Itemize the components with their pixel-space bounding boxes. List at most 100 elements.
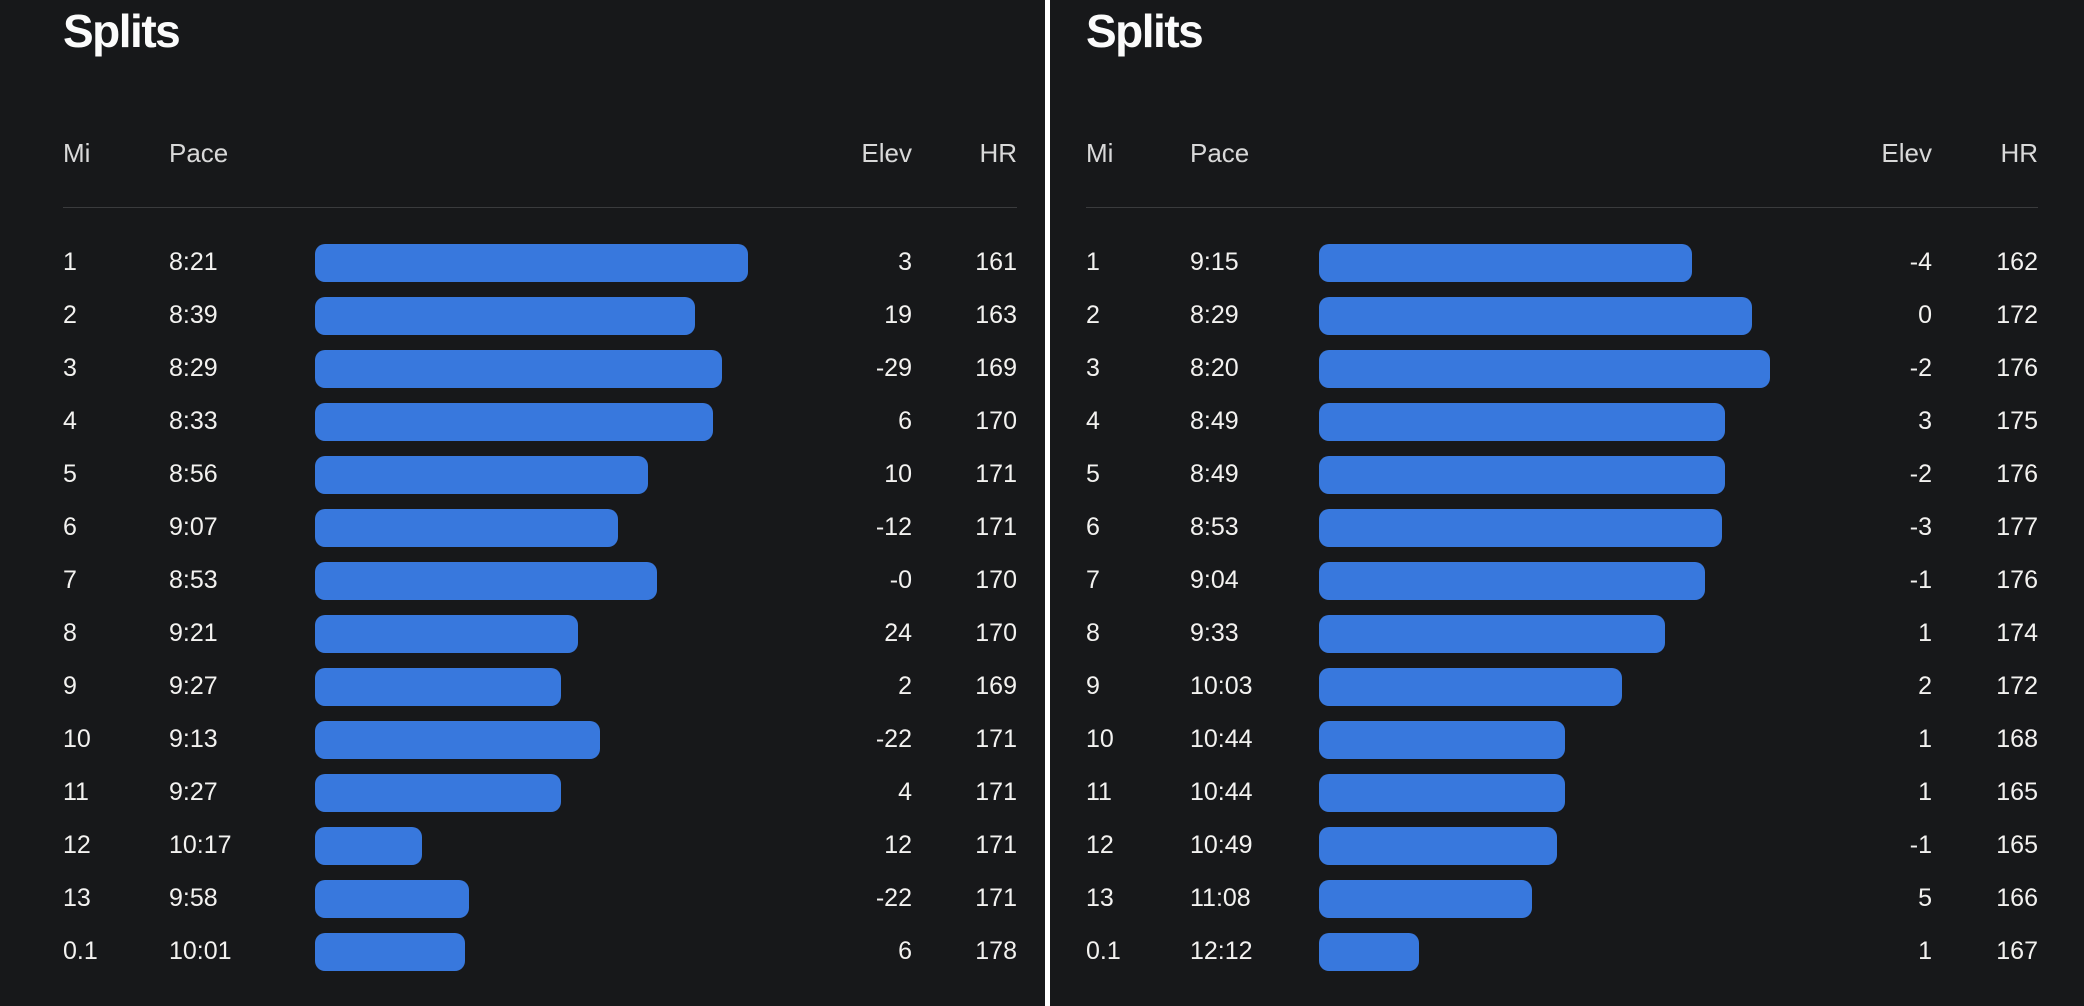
elev-value: 0 (1918, 301, 1932, 329)
elev-value: 3 (1918, 407, 1932, 435)
hr-value: 172 (1996, 301, 2038, 329)
elev-value: 10 (884, 460, 912, 488)
elev-value: 6 (898, 407, 912, 435)
hr-value: 171 (975, 884, 1017, 912)
pace-bar (315, 403, 713, 441)
split-row[interactable]: 13 11:08 5 166 (1050, 872, 2084, 925)
elev-value: 1 (1918, 937, 1932, 965)
split-row[interactable]: 2 8:29 0 172 (1050, 289, 2084, 342)
pace-bar (1319, 774, 1565, 812)
mile-value: 2 (1086, 301, 1100, 329)
pace-value: 8:29 (1190, 301, 1239, 329)
split-row[interactable]: 6 9:07 -12 171 (0, 501, 1045, 554)
column-header-mi: Mi (63, 138, 91, 168)
pace-value: 12:12 (1190, 937, 1253, 965)
split-row[interactable]: 7 8:53 -0 170 (0, 554, 1045, 607)
elev-value: 1 (1918, 778, 1932, 806)
pace-value: 9:13 (169, 725, 218, 753)
mile-value: 8 (1086, 619, 1100, 647)
pace-value: 8:53 (1190, 513, 1239, 541)
mile-value: 3 (1086, 354, 1100, 382)
elev-value: 6 (898, 937, 912, 965)
mile-value: 9 (1086, 672, 1100, 700)
pace-value: 8:21 (169, 248, 218, 276)
split-row[interactable]: 2 8:39 19 163 (0, 289, 1045, 342)
mile-value: 13 (1086, 884, 1114, 912)
split-row[interactable]: 9 9:27 2 169 (0, 660, 1045, 713)
mile-value: 10 (63, 725, 91, 753)
pace-bar (315, 827, 422, 865)
pace-bar (315, 774, 561, 812)
pace-value: 8:39 (169, 301, 218, 329)
pace-bar (315, 350, 722, 388)
split-row[interactable]: 5 8:49 -2 176 (1050, 448, 2084, 501)
hr-value: 175 (1996, 407, 2038, 435)
split-row[interactable]: 1 9:15 -4 162 (1050, 236, 2084, 289)
pace-bar (315, 721, 600, 759)
mile-value: 0.1 (1086, 937, 1121, 965)
elev-value: -2 (1909, 460, 1932, 488)
pace-value: 9:33 (1190, 619, 1239, 647)
elev-value: 1 (1918, 619, 1932, 647)
mile-value: 3 (63, 354, 77, 382)
hr-value: 169 (975, 672, 1017, 700)
hr-value: 166 (1996, 884, 2038, 912)
pace-bar (315, 668, 561, 706)
split-row[interactable]: 0.1 12:12 1 167 (1050, 925, 2084, 978)
elev-value: 5 (1918, 884, 1932, 912)
hr-value: 174 (1996, 619, 2038, 647)
split-row[interactable]: 4 8:49 3 175 (1050, 395, 2084, 448)
elev-value: -1 (1909, 566, 1932, 594)
pace-bar (1319, 456, 1725, 494)
mile-value: 6 (63, 513, 77, 541)
mile-value: 1 (63, 248, 77, 276)
hr-value: 167 (1996, 937, 2038, 965)
splits-rows: 1 8:21 3 161 2 8:39 19 163 3 8:29 -29 16… (0, 236, 1045, 978)
split-row[interactable]: 11 9:27 4 171 (0, 766, 1045, 819)
split-row[interactable]: 10 9:13 -22 171 (0, 713, 1045, 766)
elev-value: 19 (884, 301, 912, 329)
split-row[interactable]: 7 9:04 -1 176 (1050, 554, 2084, 607)
elev-value: -22 (875, 725, 912, 753)
split-row[interactable]: 5 8:56 10 171 (0, 448, 1045, 501)
split-row[interactable]: 12 10:17 12 171 (0, 819, 1045, 872)
hr-value: 177 (1996, 513, 2038, 541)
column-header-hr: HR (2000, 138, 2038, 168)
split-row[interactable]: 6 8:53 -3 177 (1050, 501, 2084, 554)
split-row[interactable]: 4 8:33 6 170 (0, 395, 1045, 448)
pace-value: 9:15 (1190, 248, 1239, 276)
split-row[interactable]: 3 8:29 -29 169 (0, 342, 1045, 395)
column-header-mi: Mi (1086, 138, 1114, 168)
split-row[interactable]: 10 10:44 1 168 (1050, 713, 2084, 766)
elev-value: 3 (898, 248, 912, 276)
mile-value: 6 (1086, 513, 1100, 541)
mile-value: 7 (1086, 566, 1100, 594)
elev-value: -29 (875, 354, 912, 382)
pace-value: 9:21 (169, 619, 218, 647)
mile-value: 8 (63, 619, 77, 647)
pace-value: 8:49 (1190, 407, 1239, 435)
split-row[interactable]: 8 9:33 1 174 (1050, 607, 2084, 660)
pace-value: 9:27 (169, 672, 218, 700)
pace-bar (1319, 350, 1770, 388)
pace-value: 10:44 (1190, 778, 1253, 806)
split-row[interactable]: 3 8:20 -2 176 (1050, 342, 2084, 395)
pace-value: 8:56 (169, 460, 218, 488)
hr-value: 176 (1996, 354, 2038, 382)
hr-value: 171 (975, 513, 1017, 541)
split-row[interactable]: 0.1 10:01 6 178 (0, 925, 1045, 978)
elev-value: 2 (1918, 672, 1932, 700)
elev-value: -12 (875, 513, 912, 541)
split-row[interactable]: 13 9:58 -22 171 (0, 872, 1045, 925)
hr-value: 178 (975, 937, 1017, 965)
splits-panel-left: Splits Mi Pace Elev HR 1 8:21 3 161 2 8:… (0, 5, 1045, 978)
split-row[interactable]: 12 10:49 -1 165 (1050, 819, 2084, 872)
mile-value: 0.1 (63, 937, 98, 965)
pace-bar (315, 880, 469, 918)
elev-value: 2 (898, 672, 912, 700)
split-row[interactable]: 11 10:44 1 165 (1050, 766, 2084, 819)
split-row[interactable]: 1 8:21 3 161 (0, 236, 1045, 289)
split-row[interactable]: 9 10:03 2 172 (1050, 660, 2084, 713)
split-row[interactable]: 8 9:21 24 170 (0, 607, 1045, 660)
